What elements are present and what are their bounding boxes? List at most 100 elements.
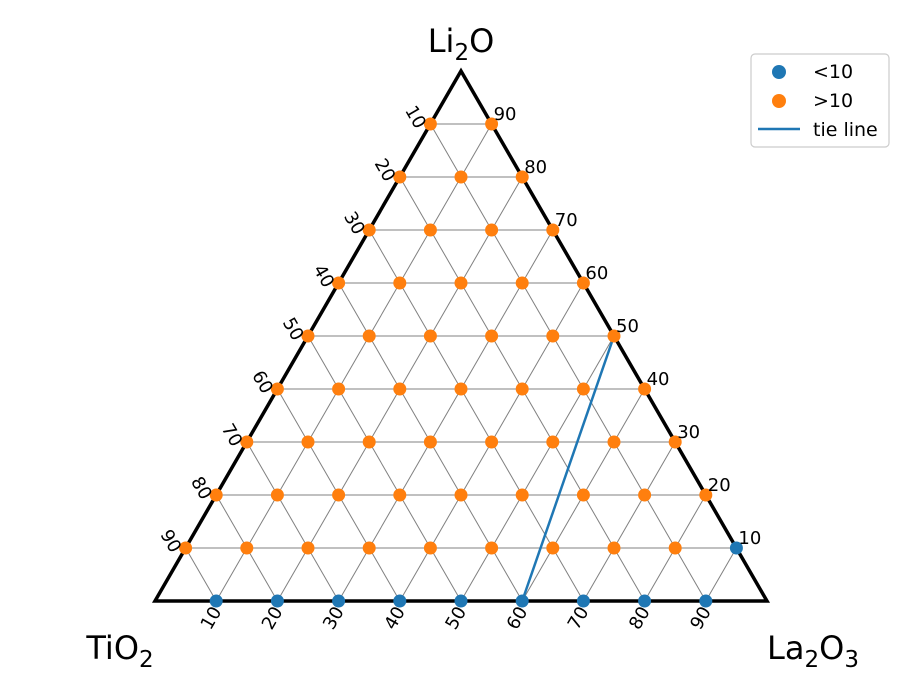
- point-gt10: [332, 488, 346, 502]
- legend-frame: [750, 53, 890, 148]
- point-gt10: [607, 541, 621, 555]
- right-corner-label: La2O3: [767, 629, 859, 673]
- point-gt10: [454, 276, 468, 290]
- point-lt10: [454, 594, 468, 608]
- point-gt10: [332, 276, 346, 290]
- point-gt10: [179, 541, 193, 555]
- point-gt10: [485, 329, 499, 343]
- tick-label-bottom: 50: [441, 603, 471, 633]
- point-lt10: [576, 594, 590, 608]
- grid-line: [582, 441, 676, 602]
- point-gt10: [240, 435, 254, 449]
- grid-line: [705, 547, 737, 602]
- grid-line: [429, 123, 707, 602]
- point-gt10: [699, 488, 713, 502]
- grid-line: [338, 229, 554, 602]
- legend-marker-gt10: [772, 94, 786, 108]
- tick-label-right: 40: [647, 369, 670, 390]
- grid-lines: [185, 123, 737, 602]
- grid-line: [246, 441, 340, 602]
- point-gt10: [393, 488, 407, 502]
- tick-label-bottom: 80: [625, 603, 655, 633]
- point-lt10: [332, 594, 346, 608]
- point-gt10: [393, 170, 407, 184]
- point-gt10: [515, 382, 529, 396]
- point-gt10: [423, 329, 437, 343]
- point-gt10: [423, 541, 437, 555]
- point-lt10: [699, 594, 713, 608]
- point-gt10: [393, 382, 407, 396]
- tick-label-bottom: 30: [319, 603, 349, 633]
- point-gt10: [240, 541, 254, 555]
- point-gt10: [607, 435, 621, 449]
- legend-label-tie-line: tie line: [813, 119, 878, 141]
- point-gt10: [485, 117, 499, 131]
- point-gt10: [485, 223, 499, 237]
- tick-label-right: 70: [555, 210, 578, 231]
- point-gt10: [362, 541, 376, 555]
- tick-label-right: 60: [585, 263, 608, 284]
- point-gt10: [638, 382, 652, 396]
- tick-label-right: 90: [494, 104, 517, 125]
- point-lt10: [209, 594, 223, 608]
- point-lt10: [270, 594, 284, 608]
- point-gt10: [576, 276, 590, 290]
- point-gt10: [576, 488, 590, 502]
- point-gt10: [454, 170, 468, 184]
- legend-label-gt10: >10: [813, 90, 853, 112]
- point-gt10: [423, 117, 437, 131]
- point-gt10: [546, 541, 560, 555]
- grid-line: [460, 335, 615, 602]
- left-corner-label: TiO2: [85, 629, 153, 673]
- point-gt10: [362, 329, 376, 343]
- legend: <10 >10 tie line: [750, 53, 890, 148]
- point-gt10: [515, 170, 529, 184]
- point-gt10: [485, 541, 499, 555]
- tick-label-right: 80: [524, 157, 547, 178]
- tick-label-bottom: 10: [197, 603, 227, 633]
- point-gt10: [423, 223, 437, 237]
- point-gt10: [668, 435, 682, 449]
- tie-line-layer: [521, 335, 616, 602]
- point-gt10: [515, 488, 529, 502]
- grid-line: [307, 335, 462, 602]
- point-gt10: [362, 435, 376, 449]
- tick-label-bottom: 20: [258, 603, 288, 633]
- point-gt10: [270, 488, 284, 502]
- point-gt10: [423, 435, 437, 449]
- point-gt10: [270, 382, 284, 396]
- point-gt10: [546, 329, 560, 343]
- point-gt10: [301, 435, 315, 449]
- tick-label-bottom: 90: [686, 603, 716, 633]
- point-gt10: [454, 382, 468, 396]
- point-gt10: [576, 382, 590, 396]
- point-lt10: [638, 594, 652, 608]
- tick-label-right: 50: [616, 316, 639, 337]
- tie-line: [521, 335, 616, 602]
- tick-label-bottom: 70: [564, 603, 594, 633]
- point-gt10: [209, 488, 223, 502]
- top-corner-label: Li2O: [428, 22, 495, 66]
- point-gt10: [393, 276, 407, 290]
- point-lt10: [515, 594, 529, 608]
- point-gt10: [362, 223, 376, 237]
- point-gt10: [546, 435, 560, 449]
- point-gt10: [454, 488, 468, 502]
- point-gt10: [668, 541, 682, 555]
- tick-label-bottom: 60: [503, 603, 533, 633]
- tick-label-right: 20: [708, 475, 731, 496]
- point-lt10: [393, 594, 407, 608]
- grid-line: [185, 547, 217, 602]
- point-gt10: [515, 276, 529, 290]
- point-gt10: [332, 382, 346, 396]
- point-gt10: [638, 488, 652, 502]
- point-gt10: [485, 435, 499, 449]
- grid-line: [215, 123, 493, 602]
- tick-label-right: 10: [738, 528, 761, 549]
- legend-marker-lt10: [772, 65, 786, 79]
- point-gt10: [301, 541, 315, 555]
- tick-label-right: 30: [677, 422, 700, 443]
- point-gt10: [301, 329, 315, 343]
- point-gt10: [607, 329, 621, 343]
